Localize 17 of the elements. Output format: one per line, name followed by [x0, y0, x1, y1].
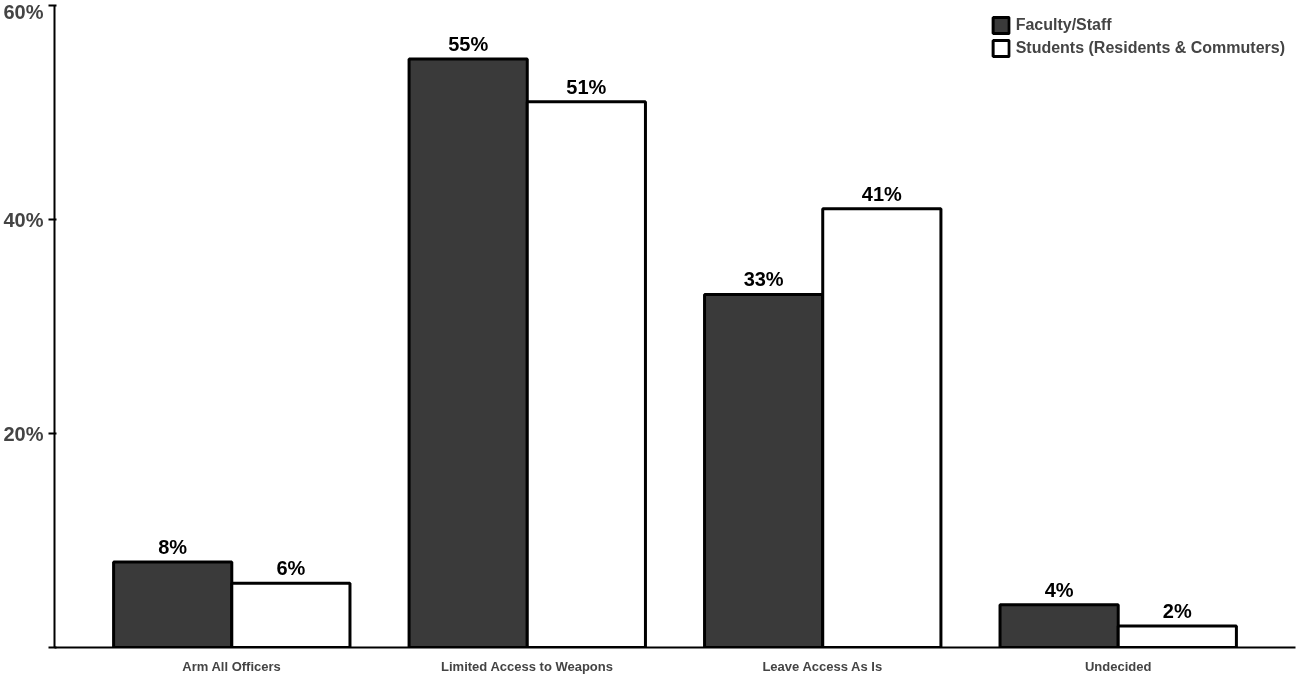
- data-label: 4%: [1044, 578, 1074, 601]
- x-tick-label: Undecided: [1084, 658, 1152, 674]
- y-tick-label: 40%: [3, 208, 44, 231]
- data-label: 33%: [743, 268, 784, 291]
- y-tick-label: 20%: [3, 422, 44, 445]
- data-label: 51%: [566, 75, 607, 98]
- x-tick-label: Limited Access to Weapons: [441, 658, 613, 674]
- x-tick-label: Leave Access As Is: [762, 658, 883, 674]
- data-label: 6%: [276, 557, 306, 580]
- data-label: 8%: [158, 535, 188, 558]
- x-tick-label: Arm All Officers: [182, 658, 281, 674]
- data-label: 2%: [1162, 600, 1192, 623]
- y-tick-label: 60%: [3, 0, 44, 23]
- legend-label: Students (Residents & Commuters): [1015, 39, 1285, 57]
- data-label: 41%: [861, 182, 903, 205]
- legend-label: Faculty/Staff: [1015, 16, 1112, 34]
- data-label: 55%: [448, 33, 489, 55]
